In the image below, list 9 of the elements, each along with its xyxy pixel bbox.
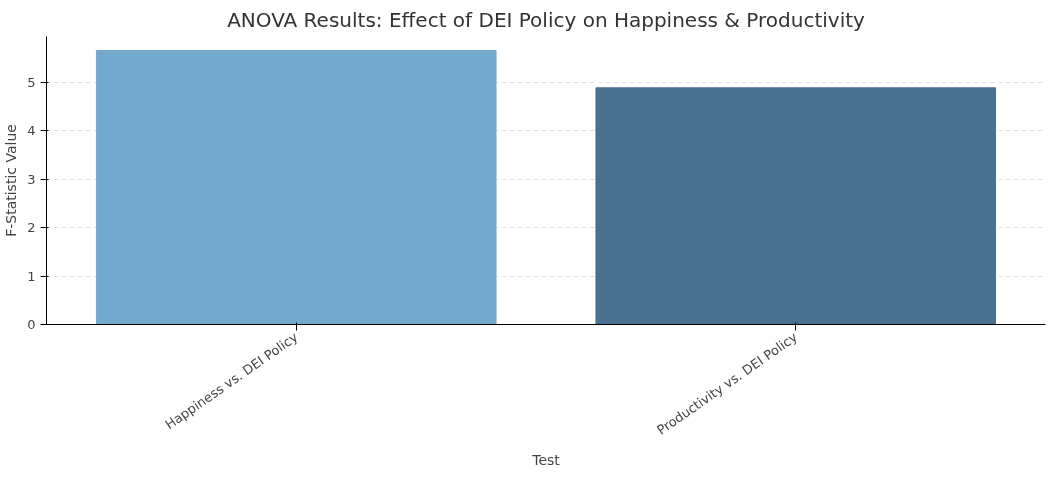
x-axis-title: Test xyxy=(531,451,561,468)
y-tick-label: 1 xyxy=(27,268,36,284)
chart-title: ANOVA Results: Effect of DEI Policy on Happiness & Productivity xyxy=(227,7,866,32)
y-tick-label: 2 xyxy=(27,220,36,236)
y-tick-label: 4 xyxy=(27,123,36,139)
y-tick-label: 0 xyxy=(27,317,36,332)
y-tick-label: 5 xyxy=(27,74,36,90)
y-axis-title: F-Statistic Value xyxy=(3,124,20,237)
y-tick-label: 3 xyxy=(27,171,36,187)
